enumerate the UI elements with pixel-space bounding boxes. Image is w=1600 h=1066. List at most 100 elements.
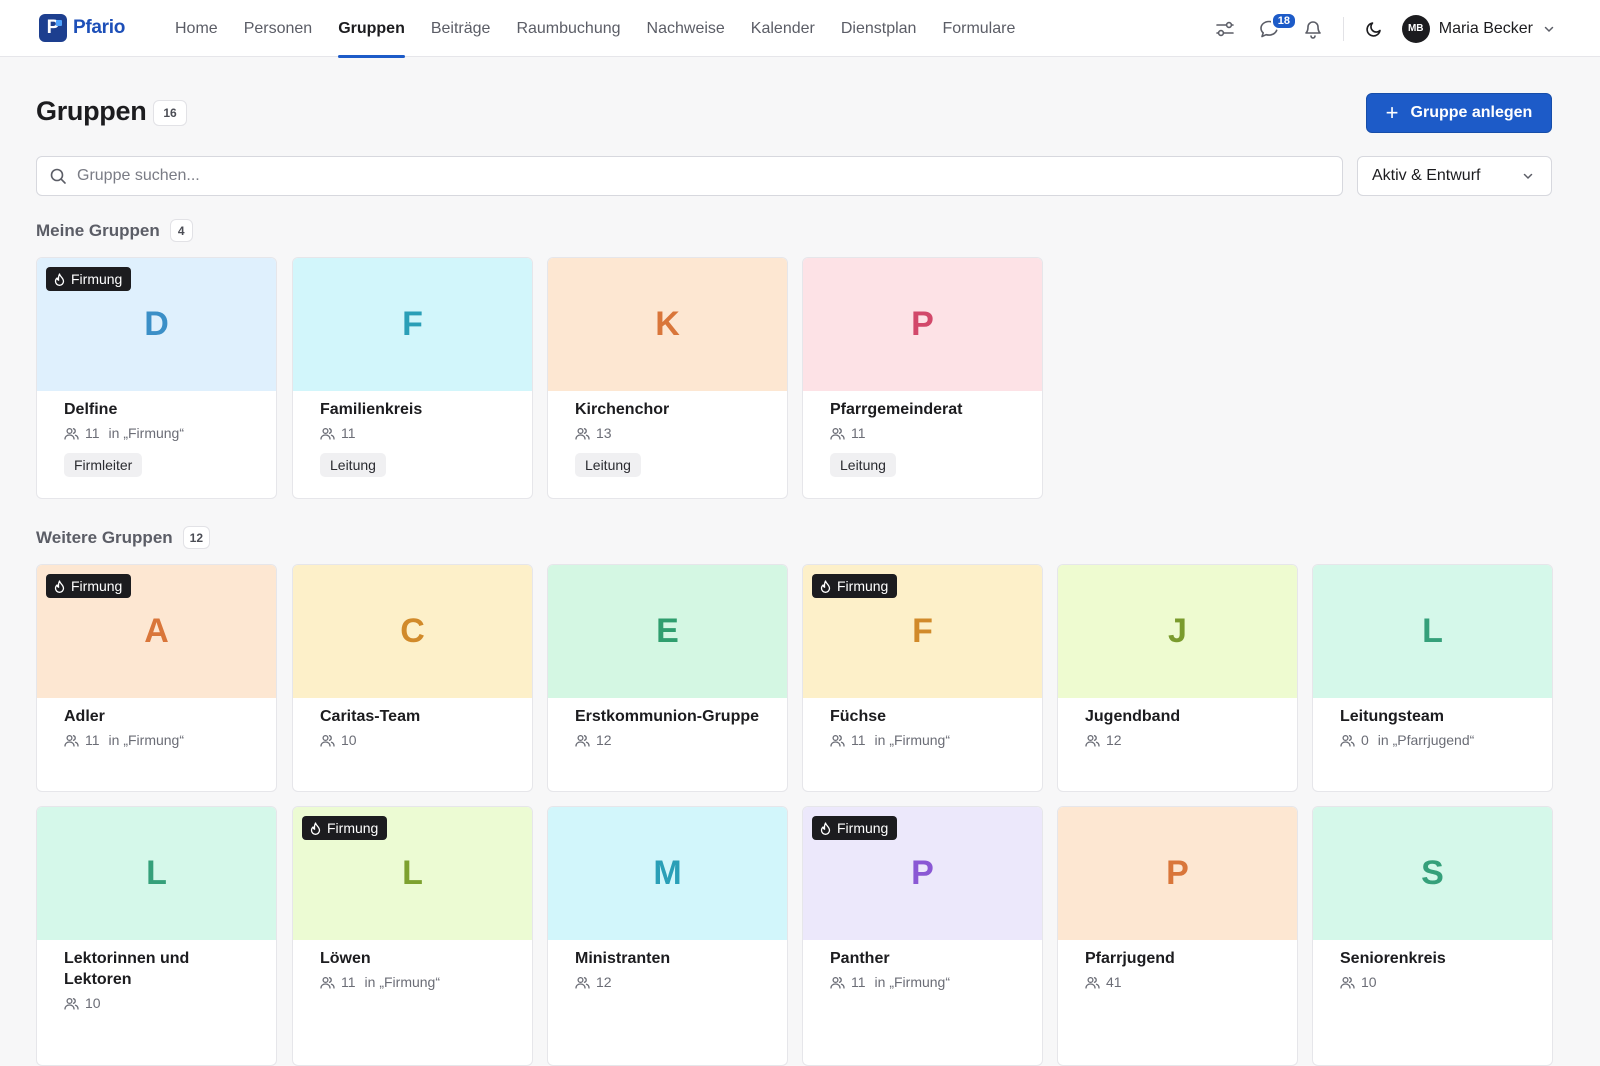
group-initial: A bbox=[144, 612, 169, 650]
nav-item-raumbuchung[interactable]: Raumbuchung bbox=[516, 19, 621, 37]
member-count: 0 bbox=[1361, 732, 1369, 748]
group-banner: L bbox=[1313, 565, 1552, 698]
group-card-other-8[interactable]: M Ministranten 12 bbox=[547, 806, 788, 1066]
group-meta: 11 in „Firmung“ bbox=[830, 974, 1016, 990]
theme-toggle-button[interactable] bbox=[1352, 9, 1396, 49]
bell-icon bbox=[1304, 20, 1321, 39]
group-card-body: Löwen 11 in „Firmung“ bbox=[293, 940, 532, 990]
group-type-tag: Firmung bbox=[302, 816, 388, 840]
nav-item-beitraege[interactable]: Beiträge bbox=[430, 19, 491, 37]
group-card-other-5[interactable]: L Leitungsteam 0 in „Pfarrjugend“ bbox=[1312, 564, 1553, 792]
status-filter-select[interactable]: Aktiv & Entwurf bbox=[1357, 156, 1552, 196]
member-count: 12 bbox=[596, 974, 612, 990]
parent-group: in „Pfarrjugend“ bbox=[1377, 732, 1475, 748]
page-title: Gruppen bbox=[36, 96, 147, 126]
users-icon bbox=[64, 734, 79, 747]
group-card-other-0[interactable]: Firmung A Adler 11 in „Firmung“ bbox=[36, 564, 277, 792]
group-banner: Firmung D bbox=[37, 258, 276, 391]
group-card-other-7[interactable]: Firmung L Löwen 11 in „Firmung“ bbox=[292, 806, 533, 1066]
search-box[interactable] bbox=[36, 156, 1343, 196]
group-type-label: Firmung bbox=[837, 578, 889, 594]
filter-settings-button[interactable] bbox=[1203, 9, 1247, 49]
nav-item-kalender[interactable]: Kalender bbox=[750, 19, 815, 37]
users-icon bbox=[830, 976, 845, 989]
group-card-mine-0[interactable]: Firmung D Delfine 11 in „Firmung“ Firmle… bbox=[36, 257, 277, 499]
search-input[interactable] bbox=[77, 167, 1317, 185]
users-icon bbox=[575, 734, 590, 747]
flame-icon bbox=[820, 821, 831, 835]
nav-item-home[interactable]: Home bbox=[175, 19, 218, 37]
group-card-other-3[interactable]: Firmung F Füchse 11 in „Firmung“ bbox=[802, 564, 1043, 792]
chevron-down-icon bbox=[1523, 173, 1533, 180]
group-type-tag: Firmung bbox=[46, 267, 132, 291]
nav-item-formulare[interactable]: Formulare bbox=[942, 19, 1016, 37]
users-icon bbox=[320, 976, 335, 989]
messages-button[interactable]: 18 bbox=[1247, 9, 1297, 49]
group-card-body: Kirchenchor 13 Leitung bbox=[548, 391, 787, 477]
group-card-body: Panther 11 in „Firmung“ bbox=[803, 940, 1042, 990]
group-card-mine-1[interactable]: F Familienkreis 11 Leitung bbox=[292, 257, 533, 499]
parent-group: in „Firmung“ bbox=[874, 732, 951, 748]
group-name: Delfine bbox=[64, 401, 118, 418]
group-card-other-6[interactable]: L Lektorinnen und Lektoren 10 bbox=[36, 806, 277, 1066]
group-banner: E bbox=[548, 565, 787, 698]
top-bar: P Pfario Home Personen Gruppen Beiträge … bbox=[0, 0, 1600, 58]
group-card-mine-2[interactable]: K Kirchenchor 13 Leitung bbox=[547, 257, 788, 499]
section-title: Weitere Gruppen bbox=[36, 527, 173, 547]
users-icon bbox=[830, 734, 845, 747]
group-card-body: Pfarrjugend 41 bbox=[1058, 940, 1297, 990]
group-initial: F bbox=[912, 612, 933, 650]
group-card-other-9[interactable]: Firmung P Panther 11 in „Firmung“ bbox=[802, 806, 1043, 1066]
notifications-button[interactable] bbox=[1291, 9, 1335, 49]
users-icon bbox=[575, 976, 590, 989]
member-count: 10 bbox=[85, 995, 101, 1011]
group-card-other-4[interactable]: J Jugendband 12 bbox=[1057, 564, 1298, 792]
parent-group: in „Firmung“ bbox=[874, 974, 951, 990]
group-name: Lektorinnen und Lektoren bbox=[64, 950, 190, 988]
group-initial: P bbox=[911, 854, 934, 892]
member-count: 10 bbox=[341, 732, 357, 748]
nav-item-dienstplan[interactable]: Dienstplan bbox=[840, 19, 917, 37]
group-card-body: Familienkreis 11 Leitung bbox=[293, 391, 532, 477]
group-name: Familienkreis bbox=[320, 401, 423, 418]
group-initial: M bbox=[653, 854, 682, 892]
sliders-icon bbox=[1215, 21, 1234, 36]
group-name: Jugendband bbox=[1085, 708, 1181, 725]
section-my-groups: Meine Gruppen 4 bbox=[36, 219, 193, 242]
group-meta: 11 bbox=[830, 425, 1016, 441]
group-meta: 0 in „Pfarrjugend“ bbox=[1340, 732, 1526, 748]
messages-badge: 18 bbox=[1270, 11, 1297, 30]
group-card-other-10[interactable]: P Pfarrjugend 41 bbox=[1057, 806, 1298, 1066]
app-name: Pfario bbox=[73, 17, 126, 38]
group-card-mine-3[interactable]: P Pfarrgemeinderat 11 Leitung bbox=[802, 257, 1043, 499]
member-count: 11 bbox=[341, 974, 356, 990]
group-meta: 12 bbox=[1085, 732, 1271, 748]
group-name: Kirchenchor bbox=[575, 401, 670, 418]
users-icon bbox=[64, 427, 79, 440]
nav-item-gruppen[interactable]: Gruppen bbox=[325, 0, 418, 58]
member-count: 11 bbox=[341, 425, 356, 441]
group-initial: P bbox=[1166, 854, 1189, 892]
group-banner: J bbox=[1058, 565, 1297, 698]
nav-item-nachweise[interactable]: Nachweise bbox=[646, 19, 725, 37]
group-card-other-2[interactable]: E Erstkommunion-Gruppe 12 bbox=[547, 564, 788, 792]
group-banner: Firmung F bbox=[803, 565, 1042, 698]
users-icon bbox=[1085, 734, 1100, 747]
group-meta: 11 in „Firmung“ bbox=[830, 732, 1016, 748]
group-banner: K bbox=[548, 258, 787, 391]
member-count: 10 bbox=[1361, 974, 1377, 990]
user-menu[interactable]: MB Maria Becker bbox=[1401, 14, 1556, 43]
group-meta: 11 bbox=[320, 425, 506, 441]
nav-item-personen[interactable]: Personen bbox=[243, 19, 313, 37]
section-count-badge: 4 bbox=[169, 219, 193, 242]
create-group-button[interactable]: + Gruppe anlegen bbox=[1366, 93, 1552, 133]
group-initial: F bbox=[402, 305, 423, 343]
app-logo[interactable]: P Pfario bbox=[39, 14, 125, 42]
group-type-label: Firmung bbox=[327, 820, 379, 836]
group-banner: C bbox=[293, 565, 532, 698]
group-card-other-11[interactable]: S Seniorenkreis 10 bbox=[1312, 806, 1553, 1066]
group-meta: 10 bbox=[320, 732, 506, 748]
group-card-body: Jugendband 12 bbox=[1058, 698, 1297, 748]
role-badge: Leitung bbox=[320, 453, 386, 477]
group-card-other-1[interactable]: C Caritas-Team 10 bbox=[292, 564, 533, 792]
